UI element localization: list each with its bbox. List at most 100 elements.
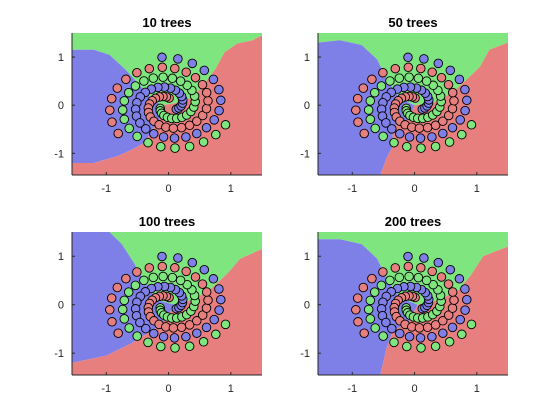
data-point <box>133 132 142 141</box>
data-point <box>403 142 412 151</box>
data-point <box>364 106 373 115</box>
data-point <box>395 74 404 83</box>
data-point <box>404 63 413 72</box>
subplot-title: 200 trees <box>385 214 441 229</box>
data-point <box>171 264 180 273</box>
data-point <box>431 142 440 151</box>
data-point <box>122 274 131 283</box>
data-point <box>439 129 448 138</box>
data-point <box>215 285 224 294</box>
y-tick-label: -1 <box>54 148 64 160</box>
data-point <box>405 73 414 82</box>
data-point <box>366 97 375 106</box>
y-tick-label: 0 <box>304 300 310 312</box>
data-point <box>366 296 375 305</box>
data-point <box>177 323 186 332</box>
data-point <box>366 315 375 324</box>
data-point <box>422 276 431 285</box>
data-point <box>122 75 131 84</box>
data-point <box>169 324 178 333</box>
data-point <box>461 106 470 115</box>
data-point <box>352 106 361 115</box>
data-point <box>431 342 440 351</box>
data-point <box>423 123 432 132</box>
data-point <box>202 288 211 297</box>
data-point <box>159 133 168 142</box>
data-point <box>368 75 377 84</box>
data-point <box>124 288 133 297</box>
data-point <box>448 288 457 297</box>
data-point <box>450 296 459 305</box>
data-point <box>209 75 218 84</box>
data-point <box>177 123 186 132</box>
data-point <box>108 118 117 127</box>
data-point <box>209 275 218 284</box>
data-point <box>422 77 431 86</box>
data-point <box>360 129 369 138</box>
data-point <box>417 144 426 153</box>
data-point <box>150 329 159 338</box>
subplot-3: -1 0 1-101100 trees <box>54 214 262 395</box>
data-point <box>371 324 380 333</box>
data-point <box>168 273 177 282</box>
data-point <box>359 283 368 292</box>
y-tick-label: 0 <box>58 300 64 312</box>
data-point <box>423 323 432 332</box>
data-point <box>360 329 369 338</box>
x-tick-label: -1 <box>347 383 357 395</box>
data-point <box>420 55 429 64</box>
data-point <box>417 264 426 273</box>
data-point <box>170 334 179 343</box>
data-point <box>188 258 197 267</box>
data-point <box>158 63 167 72</box>
data-point <box>198 280 207 289</box>
data-point <box>145 264 154 273</box>
data-point <box>200 66 209 75</box>
data-point <box>463 295 472 304</box>
subplot-title: 10 trees <box>142 15 191 30</box>
data-point <box>171 64 180 73</box>
x-tick-label: 1 <box>228 383 234 395</box>
data-point <box>120 315 129 324</box>
y-tick-label: 1 <box>58 251 64 263</box>
data-point <box>200 265 209 274</box>
data-point <box>188 59 197 68</box>
data-point <box>113 84 122 93</box>
data-point <box>204 296 213 305</box>
data-point <box>217 96 226 105</box>
data-point <box>379 332 388 341</box>
data-point <box>404 262 413 271</box>
data-point <box>467 320 476 329</box>
data-point <box>182 68 191 77</box>
data-point <box>352 306 361 315</box>
data-point <box>437 73 446 82</box>
data-point <box>396 130 405 139</box>
data-point <box>182 133 191 142</box>
data-point <box>364 305 373 314</box>
data-point <box>359 84 368 93</box>
data-point <box>204 97 213 106</box>
data-point <box>448 323 457 332</box>
data-point <box>202 323 211 332</box>
data-point <box>467 121 476 130</box>
data-point <box>215 306 224 315</box>
data-point <box>133 332 142 341</box>
y-tick-label: 1 <box>304 251 310 263</box>
data-point <box>379 268 388 277</box>
data-point <box>120 97 129 106</box>
data-point <box>215 106 224 115</box>
data-point <box>370 88 379 97</box>
data-point <box>182 267 191 276</box>
y-tick-label: 0 <box>304 100 310 112</box>
data-point <box>217 295 226 304</box>
data-point <box>403 342 412 351</box>
data-point <box>171 144 180 153</box>
data-point <box>445 138 454 147</box>
data-point <box>448 88 457 97</box>
data-point <box>202 88 211 97</box>
y-tick-label: 1 <box>58 52 64 64</box>
data-point <box>353 94 362 103</box>
data-point <box>456 315 465 324</box>
data-point <box>212 330 221 339</box>
